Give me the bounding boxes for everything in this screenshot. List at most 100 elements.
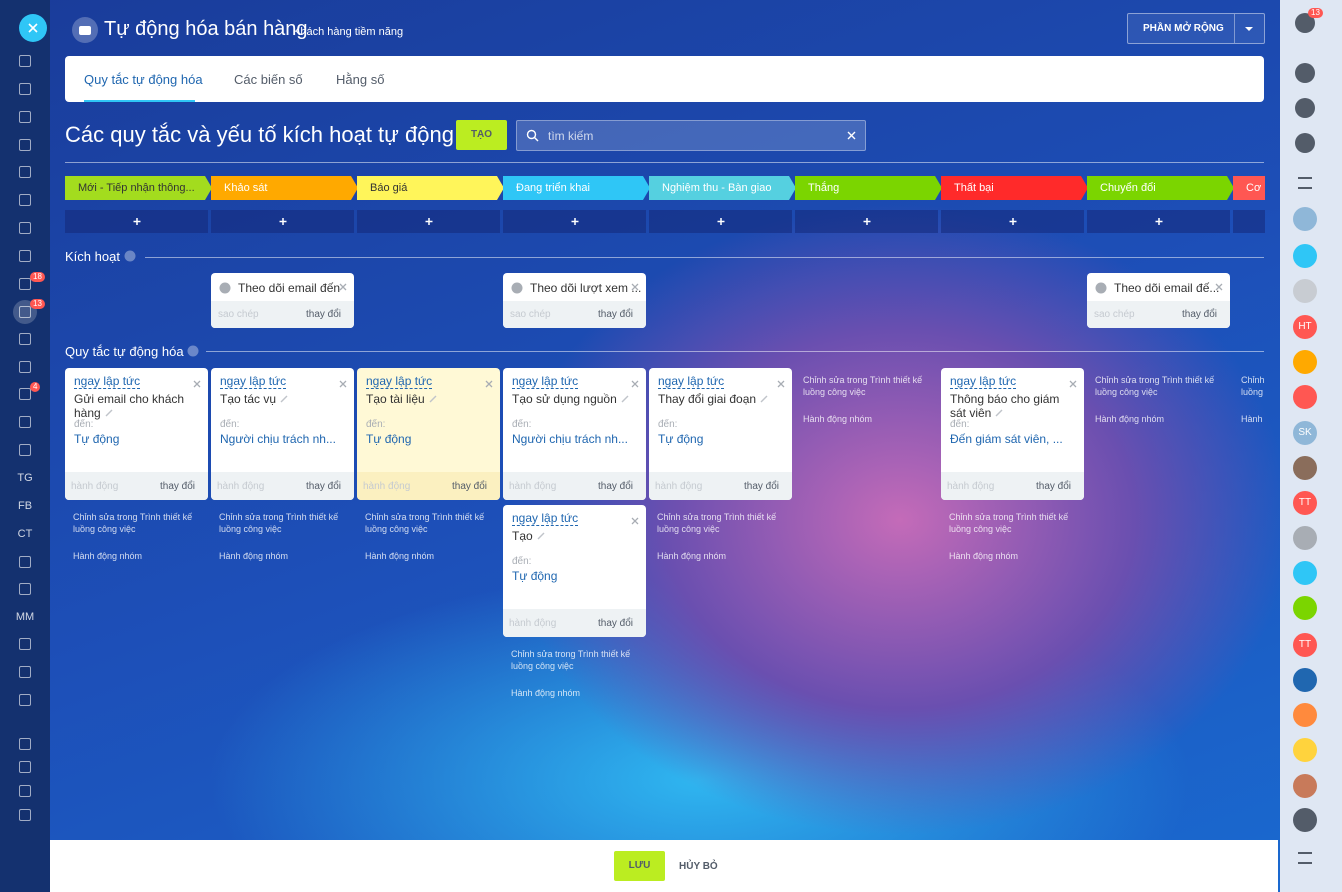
nav-icon[interactable]: [1293, 350, 1317, 374]
help-icon[interactable]: [187, 345, 199, 357]
nav-icon[interactable]: [19, 278, 31, 290]
rule-card[interactable]: ngay lập tức Gửi email cho khách hàng đến:…: [65, 368, 208, 500]
nav-icon[interactable]: [19, 388, 31, 400]
nav-icon[interactable]: [19, 809, 31, 821]
nav-icon[interactable]: [19, 55, 31, 67]
rule-delay[interactable]: ngay lập tức: [950, 374, 1017, 389]
copy-link[interactable]: sao chép: [510, 309, 551, 320]
close-button[interactable]: [18, 13, 49, 43]
nav-icon[interactable]: [19, 694, 31, 706]
remove-icon[interactable]: [1215, 278, 1223, 296]
create-button[interactable]: TẠO: [456, 120, 507, 150]
nav-icon[interactable]: [1293, 738, 1317, 762]
nav-label[interactable]: CT: [17, 528, 33, 540]
change-link[interactable]: thay đổi: [598, 481, 634, 492]
edit-icon[interactable]: [429, 392, 438, 406]
action-link[interactable]: hành động: [509, 481, 557, 492]
workflow-designer-link[interactable]: Chỉnh sửa trong Trình thiết kế luồng côn…: [1095, 375, 1215, 397]
nav-icon[interactable]: [19, 222, 31, 234]
rule-card[interactable]: ngay lập tức Thông báo cho giám sát viên đ…: [941, 368, 1084, 500]
remove-icon[interactable]: [1069, 375, 1077, 393]
rule-card[interactable]: ngay lập tức Tạo tài liệu đến: Tự động hành …: [357, 368, 500, 500]
nav-icon[interactable]: [19, 83, 31, 95]
nav-icon[interactable]: [19, 444, 31, 456]
change-link[interactable]: thay đổi: [452, 481, 488, 492]
save-button[interactable]: LƯU: [614, 851, 665, 881]
nav-icon[interactable]: [1293, 526, 1317, 550]
edit-icon[interactable]: [537, 529, 546, 543]
action-link[interactable]: hành động: [363, 481, 411, 492]
nav-icon[interactable]: [19, 583, 31, 595]
remove-icon[interactable]: [631, 375, 639, 393]
nav-icon[interactable]: [1295, 63, 1315, 83]
workflow-designer-link[interactable]: Chỉnh sửa trong Trình thiết kế luồng côn…: [1241, 375, 1265, 397]
group-action-link[interactable]: Hành động nhóm: [219, 551, 289, 561]
stage[interactable]: Mới - Tiếp nhận thông...: [65, 176, 212, 200]
nav-icon[interactable]: [1293, 774, 1317, 798]
trigger-card[interactable]: Theo dõi lượt xem ... sao chép thay đổi: [503, 273, 646, 328]
tab[interactable]: Hằng số: [336, 72, 385, 87]
nav-icon[interactable]: [19, 416, 31, 428]
page-subtitle[interactable]: Khách hàng tiềm năng: [293, 26, 404, 38]
change-link[interactable]: thay đổi: [598, 309, 634, 320]
rule-target[interactable]: Người chịu trách nh...: [220, 432, 336, 446]
add-stage-button[interactable]: [65, 210, 208, 233]
action-link[interactable]: hành động: [71, 481, 119, 492]
copy-link[interactable]: sao chép: [218, 309, 259, 320]
nav-icon[interactable]: [19, 166, 31, 178]
edit-icon[interactable]: [280, 392, 289, 406]
rule-target[interactable]: Tự động: [366, 432, 412, 446]
remove-icon[interactable]: [485, 375, 493, 393]
nav-icon[interactable]: [19, 785, 31, 797]
nav-icon[interactable]: [1295, 98, 1315, 118]
nav-icon[interactable]: [1293, 808, 1317, 832]
action-link[interactable]: hành động: [947, 481, 995, 492]
copy-link[interactable]: sao chép: [1094, 309, 1135, 320]
nav-icon[interactable]: [19, 761, 31, 773]
group-action-link[interactable]: Hành động nhóm: [1241, 414, 1265, 424]
group-action-link[interactable]: Hành động nhóm: [949, 551, 1019, 561]
nav-icon[interactable]: [1293, 596, 1317, 620]
rule-target[interactable]: Đến giám sát viên, ...: [950, 432, 1063, 446]
rule-delay[interactable]: ngay lập tức: [512, 511, 579, 526]
trigger-card[interactable]: Theo dõi email đến sao chép thay đổi: [211, 273, 354, 328]
extensions-button[interactable]: PHẦN MỞ RỘNG: [1127, 13, 1265, 44]
group-action-link[interactable]: Hành động nhóm: [73, 551, 143, 561]
cancel-button[interactable]: HỦY BỎ: [679, 861, 718, 872]
nav-icon[interactable]: [1293, 456, 1317, 480]
add-stage-button[interactable]: [357, 210, 500, 233]
add-stage-button[interactable]: [941, 210, 1084, 233]
avatar[interactable]: TT: [1293, 633, 1317, 657]
change-link[interactable]: thay đổi: [1036, 481, 1072, 492]
rule-target[interactable]: Tự động: [74, 432, 120, 446]
nav-icon[interactable]: [1293, 561, 1317, 585]
stage[interactable]: Thất bại: [941, 176, 1088, 200]
workflow-designer-link[interactable]: Chỉnh sửa trong Trình thiết kế luồng côn…: [511, 649, 631, 671]
stage[interactable]: Báo giá: [357, 176, 504, 200]
nav-icon[interactable]: [1295, 13, 1315, 33]
rule-delay[interactable]: ngay lập tức: [512, 374, 579, 389]
nav-icon[interactable]: [1293, 668, 1317, 692]
nav-icon[interactable]: [1293, 207, 1317, 231]
search-box[interactable]: tìm kiếm: [516, 120, 866, 151]
stage[interactable]: Cơ h: [1233, 176, 1265, 200]
remove-icon[interactable]: [339, 278, 347, 296]
tab[interactable]: Các biến số: [234, 72, 303, 87]
add-stage-button[interactable]: [503, 210, 646, 233]
change-link[interactable]: thay đổi: [306, 309, 342, 320]
help-icon[interactable]: [124, 250, 136, 262]
remove-icon[interactable]: [339, 375, 347, 393]
stage[interactable]: Chuyển đổi: [1087, 176, 1234, 200]
workflow-designer-link[interactable]: Chỉnh sửa trong Trình thiết kế luồng côn…: [365, 512, 485, 534]
edit-icon[interactable]: [105, 406, 114, 420]
stage[interactable]: Đang triển khai: [503, 176, 650, 200]
workflow-designer-link[interactable]: Chỉnh sửa trong Trình thiết kế luồng côn…: [219, 512, 339, 534]
change-link[interactable]: thay đổi: [598, 618, 634, 629]
workflow-designer-link[interactable]: Chỉnh sửa trong Trình thiết kế luồng côn…: [657, 512, 777, 534]
avatar[interactable]: HT: [1293, 315, 1317, 339]
nav-icon[interactable]: [19, 666, 31, 678]
rule-delay[interactable]: ngay lập tức: [658, 374, 725, 389]
rule-card[interactable]: ngay lập tức Thay đổi giai đoạn đến: Tự độn…: [649, 368, 792, 500]
rule-delay[interactable]: ngay lập tức: [366, 374, 433, 389]
rule-card[interactable]: ngay lập tức Tạo đến: Tự động hành động thay …: [503, 505, 646, 637]
